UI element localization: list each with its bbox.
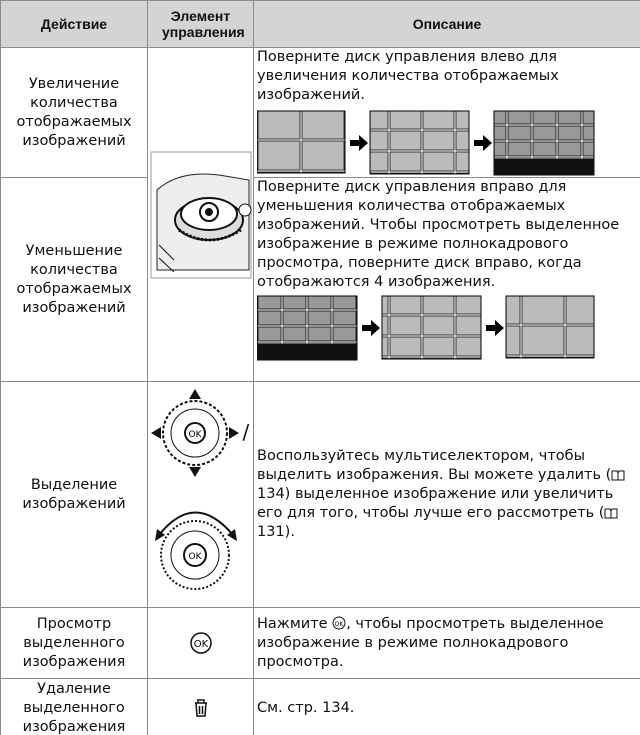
description-text: , чтобы просмотреть выделенное изображен… — [257, 615, 604, 670]
action: Удаление выделенного изображения — [0, 678, 148, 735]
multiselector-illustration: OK OK — [150, 388, 239, 590]
description: Поверните диск управления влево для увел… — [253, 47, 640, 178]
action: Просмотр выделенного изображения — [0, 607, 148, 679]
control: OK OK / — [147, 381, 254, 608]
description: Нажмите OK, чтобы просмотреть выделенное… — [253, 607, 640, 679]
svg-text:OK: OK — [193, 639, 208, 650]
action: Уменьшение количества отображаемых изобр… — [0, 177, 148, 382]
description-text: Нажмите — [257, 615, 333, 632]
separator: / — [242, 419, 250, 444]
header-cell: Действие — [0, 0, 148, 48]
thumbnails — [257, 295, 595, 361]
control: OK — [147, 607, 254, 679]
dial-illustration — [150, 151, 251, 278]
row: Удаление выделенного изображения См. стр… — [0, 678, 640, 735]
row: Выделение изображений OK OK / Воспользуй… — [0, 381, 640, 608]
description-text: Поверните диск управления влево для увел… — [257, 49, 559, 103]
row: Увеличение количества отображаемых изобр… — [0, 47, 640, 382]
ok-icon: OK — [189, 632, 212, 654]
ok-icon: OK — [332, 616, 346, 629]
book-icon — [604, 508, 618, 519]
book-icon — [611, 470, 625, 481]
control — [147, 678, 254, 735]
description: Воспользуйтесь мультиселектором, чтобы в… — [253, 381, 640, 608]
action: Увеличение количества отображаемых изобр… — [0, 47, 148, 178]
description-text: Поверните диск управления вправо для уме… — [257, 179, 620, 290]
description-text: 134) выделенное изображение или увеличит… — [257, 486, 614, 521]
svg-text:OK: OK — [188, 430, 202, 440]
description-text: См. стр. 134. — [257, 699, 355, 716]
header-row: Действие Элемент управления Описание — [0, 0, 640, 48]
row: Просмотр выделенного изображения OK Нажм… — [0, 607, 640, 679]
trash-icon — [194, 699, 207, 717]
description-text: Воспользуйтесь мультиселектором, чтобы в… — [257, 448, 612, 483]
description-text: 131). — [257, 524, 295, 540]
svg-text:OK: OK — [188, 552, 202, 562]
description: См. стр. 134. — [253, 678, 640, 735]
description: Поверните диск управления вправо для уме… — [253, 177, 640, 382]
svg-text:OK: OK — [335, 621, 345, 628]
header-cell: Описание — [253, 0, 640, 48]
action: Выделение изображений — [0, 381, 148, 608]
thumbnails — [257, 110, 595, 176]
row: Уменьшение количества отображаемых изобр… — [0, 177, 640, 382]
control — [147, 47, 254, 382]
header-cell: Элемент управления — [147, 0, 254, 48]
